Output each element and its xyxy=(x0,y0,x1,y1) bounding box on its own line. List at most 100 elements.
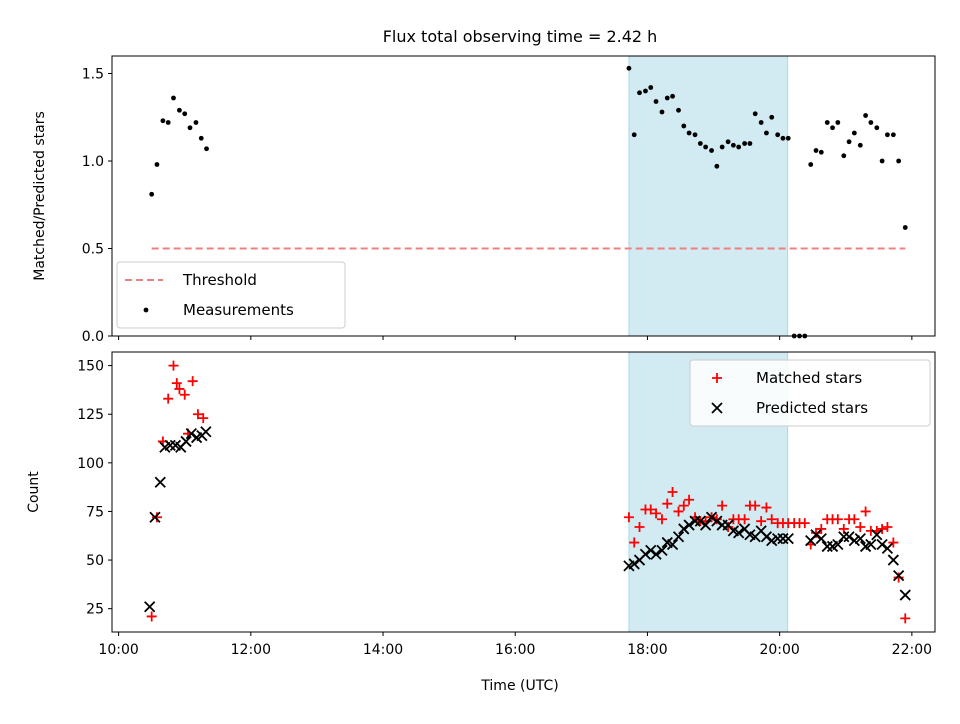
matched-star-point xyxy=(849,514,860,525)
predicted-star-point xyxy=(154,476,166,488)
matched-star-point xyxy=(756,516,767,527)
matched-star-point xyxy=(645,504,656,515)
predicted-star-point xyxy=(628,558,640,570)
y-tick-label: 125 xyxy=(77,407,104,423)
measurement-point xyxy=(769,114,775,120)
measurement-point xyxy=(177,107,182,113)
x-tick-label: 18:00 xyxy=(627,642,667,658)
predicted-star-point xyxy=(180,435,192,448)
predicted-star-point xyxy=(760,531,773,543)
measurement-point xyxy=(637,90,642,96)
measurement-point xyxy=(160,118,166,124)
plot-frame xyxy=(111,351,936,633)
measurement-point xyxy=(863,113,868,118)
legend-label: Matched stars xyxy=(756,369,862,387)
predicted-star-point xyxy=(683,519,695,531)
x-tick-label: 20:00 xyxy=(759,642,799,658)
measurement-point xyxy=(670,93,675,99)
legend-matched-swatch xyxy=(712,373,722,383)
matched-star-point xyxy=(750,500,761,511)
measurement-point xyxy=(692,132,698,138)
bottom-y-axis-label: Count xyxy=(26,471,42,513)
legend: Threshold Measurements xyxy=(116,261,346,329)
plot-frame xyxy=(111,55,936,337)
measurement-point xyxy=(775,132,781,138)
measurement-point xyxy=(835,120,841,125)
measurement-point xyxy=(902,225,908,230)
y-tick-label: 50 xyxy=(86,553,104,569)
predicted-star-point xyxy=(871,529,883,541)
measurement-point xyxy=(830,125,835,131)
measurement-point xyxy=(785,135,791,141)
measurement-point xyxy=(725,139,731,145)
predicted-star-point xyxy=(815,533,827,545)
predicted-star-point xyxy=(656,544,668,556)
matched-star-point xyxy=(855,522,866,532)
predicted-star-point xyxy=(639,548,652,560)
predicted-star-point xyxy=(200,426,212,438)
matched-star-point xyxy=(168,360,179,371)
predicted-star-point xyxy=(164,439,176,451)
matched-star-point xyxy=(192,409,203,420)
legend-box xyxy=(689,359,931,427)
predicted-star-point xyxy=(843,531,855,543)
measurement-point xyxy=(198,135,204,141)
matched-star-point xyxy=(187,376,198,387)
measurement-point xyxy=(664,95,670,101)
matched-star-point xyxy=(816,523,827,534)
predicted-star-point xyxy=(185,428,197,440)
matched-star-point xyxy=(623,512,634,523)
matched-star-point xyxy=(888,537,899,548)
predicted-star-point xyxy=(887,554,899,566)
y-tick-label: 1.0 xyxy=(82,154,104,170)
measurement-point xyxy=(653,99,659,104)
y-tick-label: 150 xyxy=(77,359,104,375)
measurement-point xyxy=(703,144,709,150)
measurement-point xyxy=(846,139,852,145)
y-tick-label: 75 xyxy=(86,504,104,520)
y-tick-label: 0.5 xyxy=(82,242,104,258)
predicted-star-point xyxy=(711,515,723,527)
measurement-point xyxy=(879,158,885,164)
matched-star-point xyxy=(893,572,904,583)
measurement-point xyxy=(182,111,188,117)
predicted-star-point xyxy=(832,538,844,551)
measurement-point xyxy=(813,148,819,153)
measurement-point xyxy=(648,85,654,90)
matched-star-point xyxy=(684,494,695,505)
matched-star-point xyxy=(717,500,728,511)
measurement-point xyxy=(193,120,199,125)
measurement-point xyxy=(818,149,824,155)
matched-star-point xyxy=(678,500,689,511)
y-tick-label: 25 xyxy=(86,602,104,618)
measurement-point xyxy=(187,125,193,131)
matched-star-point xyxy=(900,613,911,624)
matched-star-point xyxy=(163,393,174,404)
measurement-point xyxy=(730,142,736,148)
matched-star-point xyxy=(860,506,871,517)
measurement-point xyxy=(824,120,830,125)
matched-star-point xyxy=(832,514,843,525)
predicted-star-point xyxy=(678,523,690,535)
legend: Matched stars Predicted stars xyxy=(689,359,931,427)
measurement-point xyxy=(149,191,155,197)
predicted-star-point xyxy=(821,540,833,553)
predicted-star-point xyxy=(865,538,877,551)
measurement-point xyxy=(714,163,720,169)
measurement-point xyxy=(764,130,769,136)
x-tick-label: 12:00 xyxy=(231,642,271,658)
x-tick-label: 22:00 xyxy=(892,642,932,658)
y-tick-label: 100 xyxy=(77,456,104,472)
y-tick-label: 0.0 xyxy=(82,329,104,345)
matched-star-point xyxy=(667,487,678,497)
measurement-point xyxy=(165,120,171,125)
measurement-point xyxy=(885,132,890,138)
predicted-star-point xyxy=(144,601,156,613)
measurement-point xyxy=(697,141,703,146)
predicted-star-point xyxy=(854,533,866,545)
matched-star-point xyxy=(766,514,777,525)
predicted-star-point xyxy=(876,538,888,551)
predicted-star-point xyxy=(645,544,657,556)
